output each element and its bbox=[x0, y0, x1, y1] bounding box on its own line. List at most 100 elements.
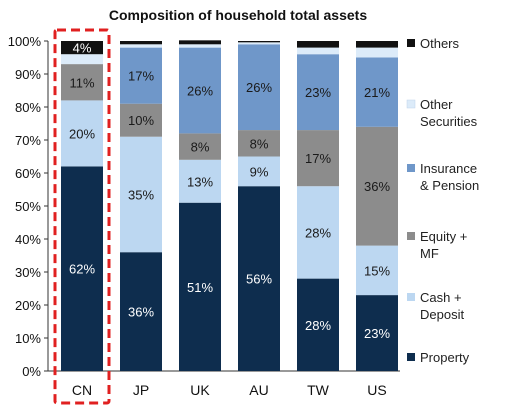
bar-segment-cn-other-securities bbox=[61, 54, 103, 65]
legend-label-others: Others bbox=[420, 36, 460, 51]
bar-segment-uk-insurance-pension bbox=[179, 47, 221, 134]
bar-segment-tw-others bbox=[297, 41, 339, 48]
y-tick-label: 40% bbox=[15, 232, 41, 247]
y-tick-label: 90% bbox=[15, 67, 41, 82]
data-label-au-property: 56% bbox=[246, 272, 272, 287]
y-tick-label: 60% bbox=[15, 166, 41, 181]
data-label-us-equity-mf: 36% bbox=[364, 179, 390, 194]
bar-segment-us-property bbox=[356, 295, 398, 371]
x-tick-label-au: AU bbox=[249, 382, 268, 398]
bar-segment-us-insurance-pension bbox=[356, 57, 398, 127]
data-label-jp-cash-deposit: 35% bbox=[128, 187, 154, 202]
bar-segment-jp-property bbox=[120, 252, 162, 371]
y-tick-label: 70% bbox=[15, 133, 41, 148]
bar-segment-uk-other-securities bbox=[179, 44, 221, 48]
data-label-us-insurance-pension: 21% bbox=[364, 85, 390, 100]
data-label-us-cash-deposit: 15% bbox=[364, 263, 390, 278]
data-label-uk-cash-deposit: 13% bbox=[187, 174, 213, 189]
data-label-jp-insurance-pension: 17% bbox=[128, 69, 154, 84]
data-label-uk-insurance-pension: 26% bbox=[187, 84, 213, 99]
data-label-tw-property: 28% bbox=[305, 318, 331, 333]
bar-segment-uk-others bbox=[179, 40, 221, 45]
legend-label-line: Property bbox=[420, 350, 470, 365]
bar-segment-au-other-securities bbox=[238, 42, 280, 45]
y-tick-label: 50% bbox=[15, 199, 41, 214]
bar-segment-au-cash-deposit bbox=[238, 156, 280, 187]
data-label-cn-cash-deposit: 20% bbox=[69, 126, 95, 141]
bar-segment-cn-cash-deposit bbox=[61, 100, 103, 167]
bar-segment-tw-other-securities bbox=[297, 47, 339, 55]
bar-segment-us-equity-mf bbox=[356, 126, 398, 246]
data-label-tw-cash-deposit: 28% bbox=[305, 225, 331, 240]
bar-segment-jp-equity-mf bbox=[120, 103, 162, 137]
bar-segment-us-others bbox=[356, 41, 398, 48]
legend-swatch-cash-deposit bbox=[407, 293, 415, 301]
data-label-uk-equity-mf: 8% bbox=[191, 140, 210, 155]
data-label-cn-equity-mf: 11% bbox=[69, 75, 94, 90]
bar-segment-us-cash-deposit bbox=[356, 245, 398, 296]
bar-segment-jp-others bbox=[120, 41, 162, 45]
legend-label-line: Securities bbox=[420, 114, 478, 129]
bar-segment-au-insurance-pension bbox=[238, 44, 280, 131]
data-label-cn-property: 62% bbox=[69, 262, 95, 277]
bar-segment-us-other-securities bbox=[356, 47, 398, 58]
legend-label-property: Property bbox=[420, 350, 470, 365]
x-tick-label-cn: CN bbox=[72, 382, 92, 398]
legend-label-insurance-pension: Insurance & Pension bbox=[420, 161, 479, 193]
legend-label-line: Insurance bbox=[420, 161, 477, 176]
bar-segment-tw-insurance-pension bbox=[297, 54, 339, 131]
data-label-tw-equity-mf: 17% bbox=[305, 151, 331, 166]
bar-segment-tw-cash-deposit bbox=[297, 186, 339, 279]
legend-label-equity-mf: Equity + MF bbox=[420, 229, 467, 261]
legend-swatch-other-securities bbox=[406, 99, 416, 109]
legend-swatch-others bbox=[407, 39, 415, 47]
bar-segment-uk-cash-deposit bbox=[179, 159, 221, 203]
legend-label-line: & Pension bbox=[420, 178, 479, 193]
bar-segment-jp-cash-deposit bbox=[120, 136, 162, 253]
y-tick-label: 100% bbox=[8, 34, 42, 49]
data-label-au-cash-deposit: 9% bbox=[250, 164, 269, 179]
data-label-jp-equity-mf: 10% bbox=[128, 113, 154, 128]
bar-segment-au-others bbox=[238, 41, 280, 43]
x-tick-label-tw: TW bbox=[307, 382, 330, 398]
x-tick-label-uk: UK bbox=[190, 382, 210, 398]
legend-label-line: Other bbox=[420, 97, 453, 112]
data-label-au-equity-mf: 8% bbox=[250, 136, 269, 151]
legend-label-line: Cash + bbox=[420, 290, 462, 305]
x-tick-label-jp: JP bbox=[133, 382, 149, 398]
bar-segment-cn-property bbox=[61, 166, 103, 371]
highlight-box-cn bbox=[53, 28, 111, 405]
legend-swatch-insurance-pension bbox=[407, 164, 415, 172]
bar-segment-tw-property bbox=[297, 278, 339, 371]
bar-segment-au-equity-mf bbox=[238, 130, 280, 157]
y-tick-label: 30% bbox=[15, 265, 41, 280]
legend-swatch-equity-mf bbox=[407, 232, 415, 240]
y-tick-label: 80% bbox=[15, 100, 41, 115]
data-label-cn-others: 4% bbox=[73, 41, 92, 56]
bar-segment-uk-equity-mf bbox=[179, 133, 221, 160]
bar-segment-au-property bbox=[238, 186, 280, 371]
bar-segment-jp-other-securities bbox=[120, 44, 162, 48]
bar-segment-cn-others bbox=[61, 41, 103, 55]
chart-title: Composition of household total assets bbox=[109, 7, 367, 23]
data-label-us-property: 23% bbox=[364, 326, 390, 341]
legend-label-line: MF bbox=[420, 246, 439, 261]
data-label-au-insurance-pension: 26% bbox=[246, 80, 272, 95]
legend-label-line: Deposit bbox=[420, 307, 464, 322]
legend-label-cash-deposit: Cash + Deposit bbox=[420, 290, 464, 322]
bar-segment-jp-insurance-pension bbox=[120, 47, 162, 104]
legend-label-line: Equity + bbox=[420, 229, 467, 244]
legend-label-line: Others bbox=[420, 36, 460, 51]
y-tick-label: 20% bbox=[15, 298, 41, 313]
x-tick-label-us: US bbox=[367, 382, 386, 398]
legend-label-other-securities: Other Securities bbox=[420, 97, 478, 129]
legend-swatch-property bbox=[407, 353, 415, 361]
data-label-uk-property: 51% bbox=[187, 280, 213, 295]
bar-segment-cn-equity-mf bbox=[61, 64, 103, 101]
bar-segment-tw-equity-mf bbox=[297, 130, 339, 187]
y-tick-label: 10% bbox=[15, 331, 41, 346]
y-tick-label: 0% bbox=[22, 364, 41, 379]
data-label-jp-property: 36% bbox=[128, 305, 154, 320]
